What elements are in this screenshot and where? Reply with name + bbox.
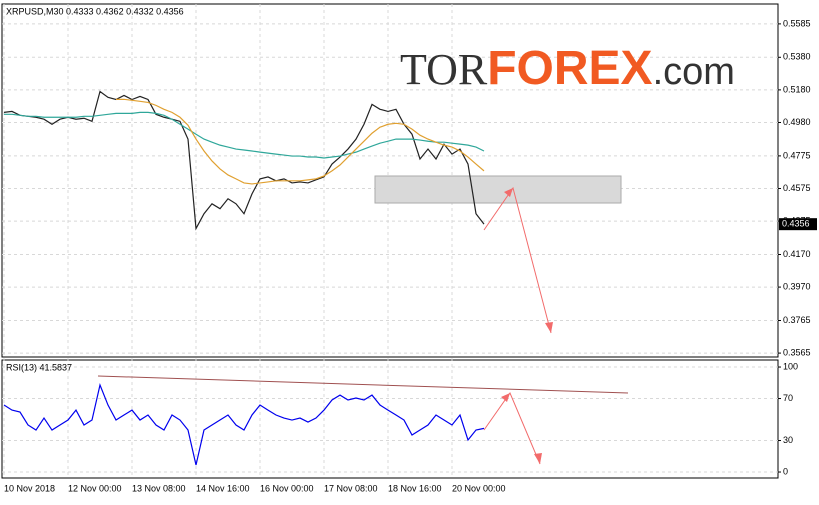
- watermark: TORFOREX.com: [400, 42, 735, 95]
- y-tick-label: 0.5585: [783, 18, 811, 28]
- y-tick-label: 0.3565: [783, 347, 811, 357]
- y-tick-label: 0.3765: [783, 315, 811, 325]
- series-line: [116, 98, 485, 185]
- last-price-label: 0.4356: [782, 219, 810, 229]
- series-line: [4, 111, 485, 159]
- resistance-zone: [374, 175, 622, 204]
- y-tick-label: 0.4575: [783, 183, 811, 193]
- rsi-panel: [1, 359, 779, 479]
- arrow-head: [534, 453, 542, 464]
- rsi-trendline: [97, 375, 629, 394]
- arrow-head: [504, 188, 513, 197]
- y-tick-label: 0.3970: [783, 281, 811, 291]
- x-tick-label: 20 Nov 00:00: [452, 483, 506, 493]
- x-tick-label: 16 Nov 00:00: [260, 483, 314, 493]
- x-tick-label: 13 Nov 08:00: [132, 483, 186, 493]
- y-tick-label: 70: [783, 393, 793, 403]
- y-tick-label: 0.4980: [783, 117, 811, 127]
- x-tick-label: 17 Nov 08:00: [324, 483, 378, 493]
- panel-title: RSI(13) 41.5837: [6, 362, 72, 372]
- y-tick-label: 0.5180: [783, 84, 811, 94]
- y-tick-label: 0: [783, 466, 788, 476]
- main-panel: [1, 3, 779, 358]
- y-tick-label: 100: [783, 361, 798, 371]
- x-tick-label: 18 Nov 16:00: [388, 483, 442, 493]
- y-tick-label: 0.4170: [783, 249, 811, 259]
- watermark-tor: TOR: [400, 45, 488, 94]
- y-tick-label: 0.5380: [783, 52, 811, 62]
- x-tick-label: 10 Nov 2018: [4, 483, 55, 493]
- watermark-com: .com: [653, 51, 735, 93]
- x-tick-label: 12 Nov 00:00: [68, 483, 122, 493]
- series-line: [3, 382, 485, 466]
- y-tick-label: 30: [783, 435, 793, 445]
- y-tick-label: 0.4775: [783, 150, 811, 160]
- x-tick-label: 14 Nov 16:00: [196, 483, 250, 493]
- last-price-box: [779, 218, 817, 231]
- arrow-head: [501, 393, 510, 402]
- watermark-forex: FOREX: [487, 42, 652, 95]
- panel-title: XRPUSD,M30 0.4333 0.4362 0.4332 0.4356: [6, 6, 184, 16]
- arrow-head: [545, 322, 553, 333]
